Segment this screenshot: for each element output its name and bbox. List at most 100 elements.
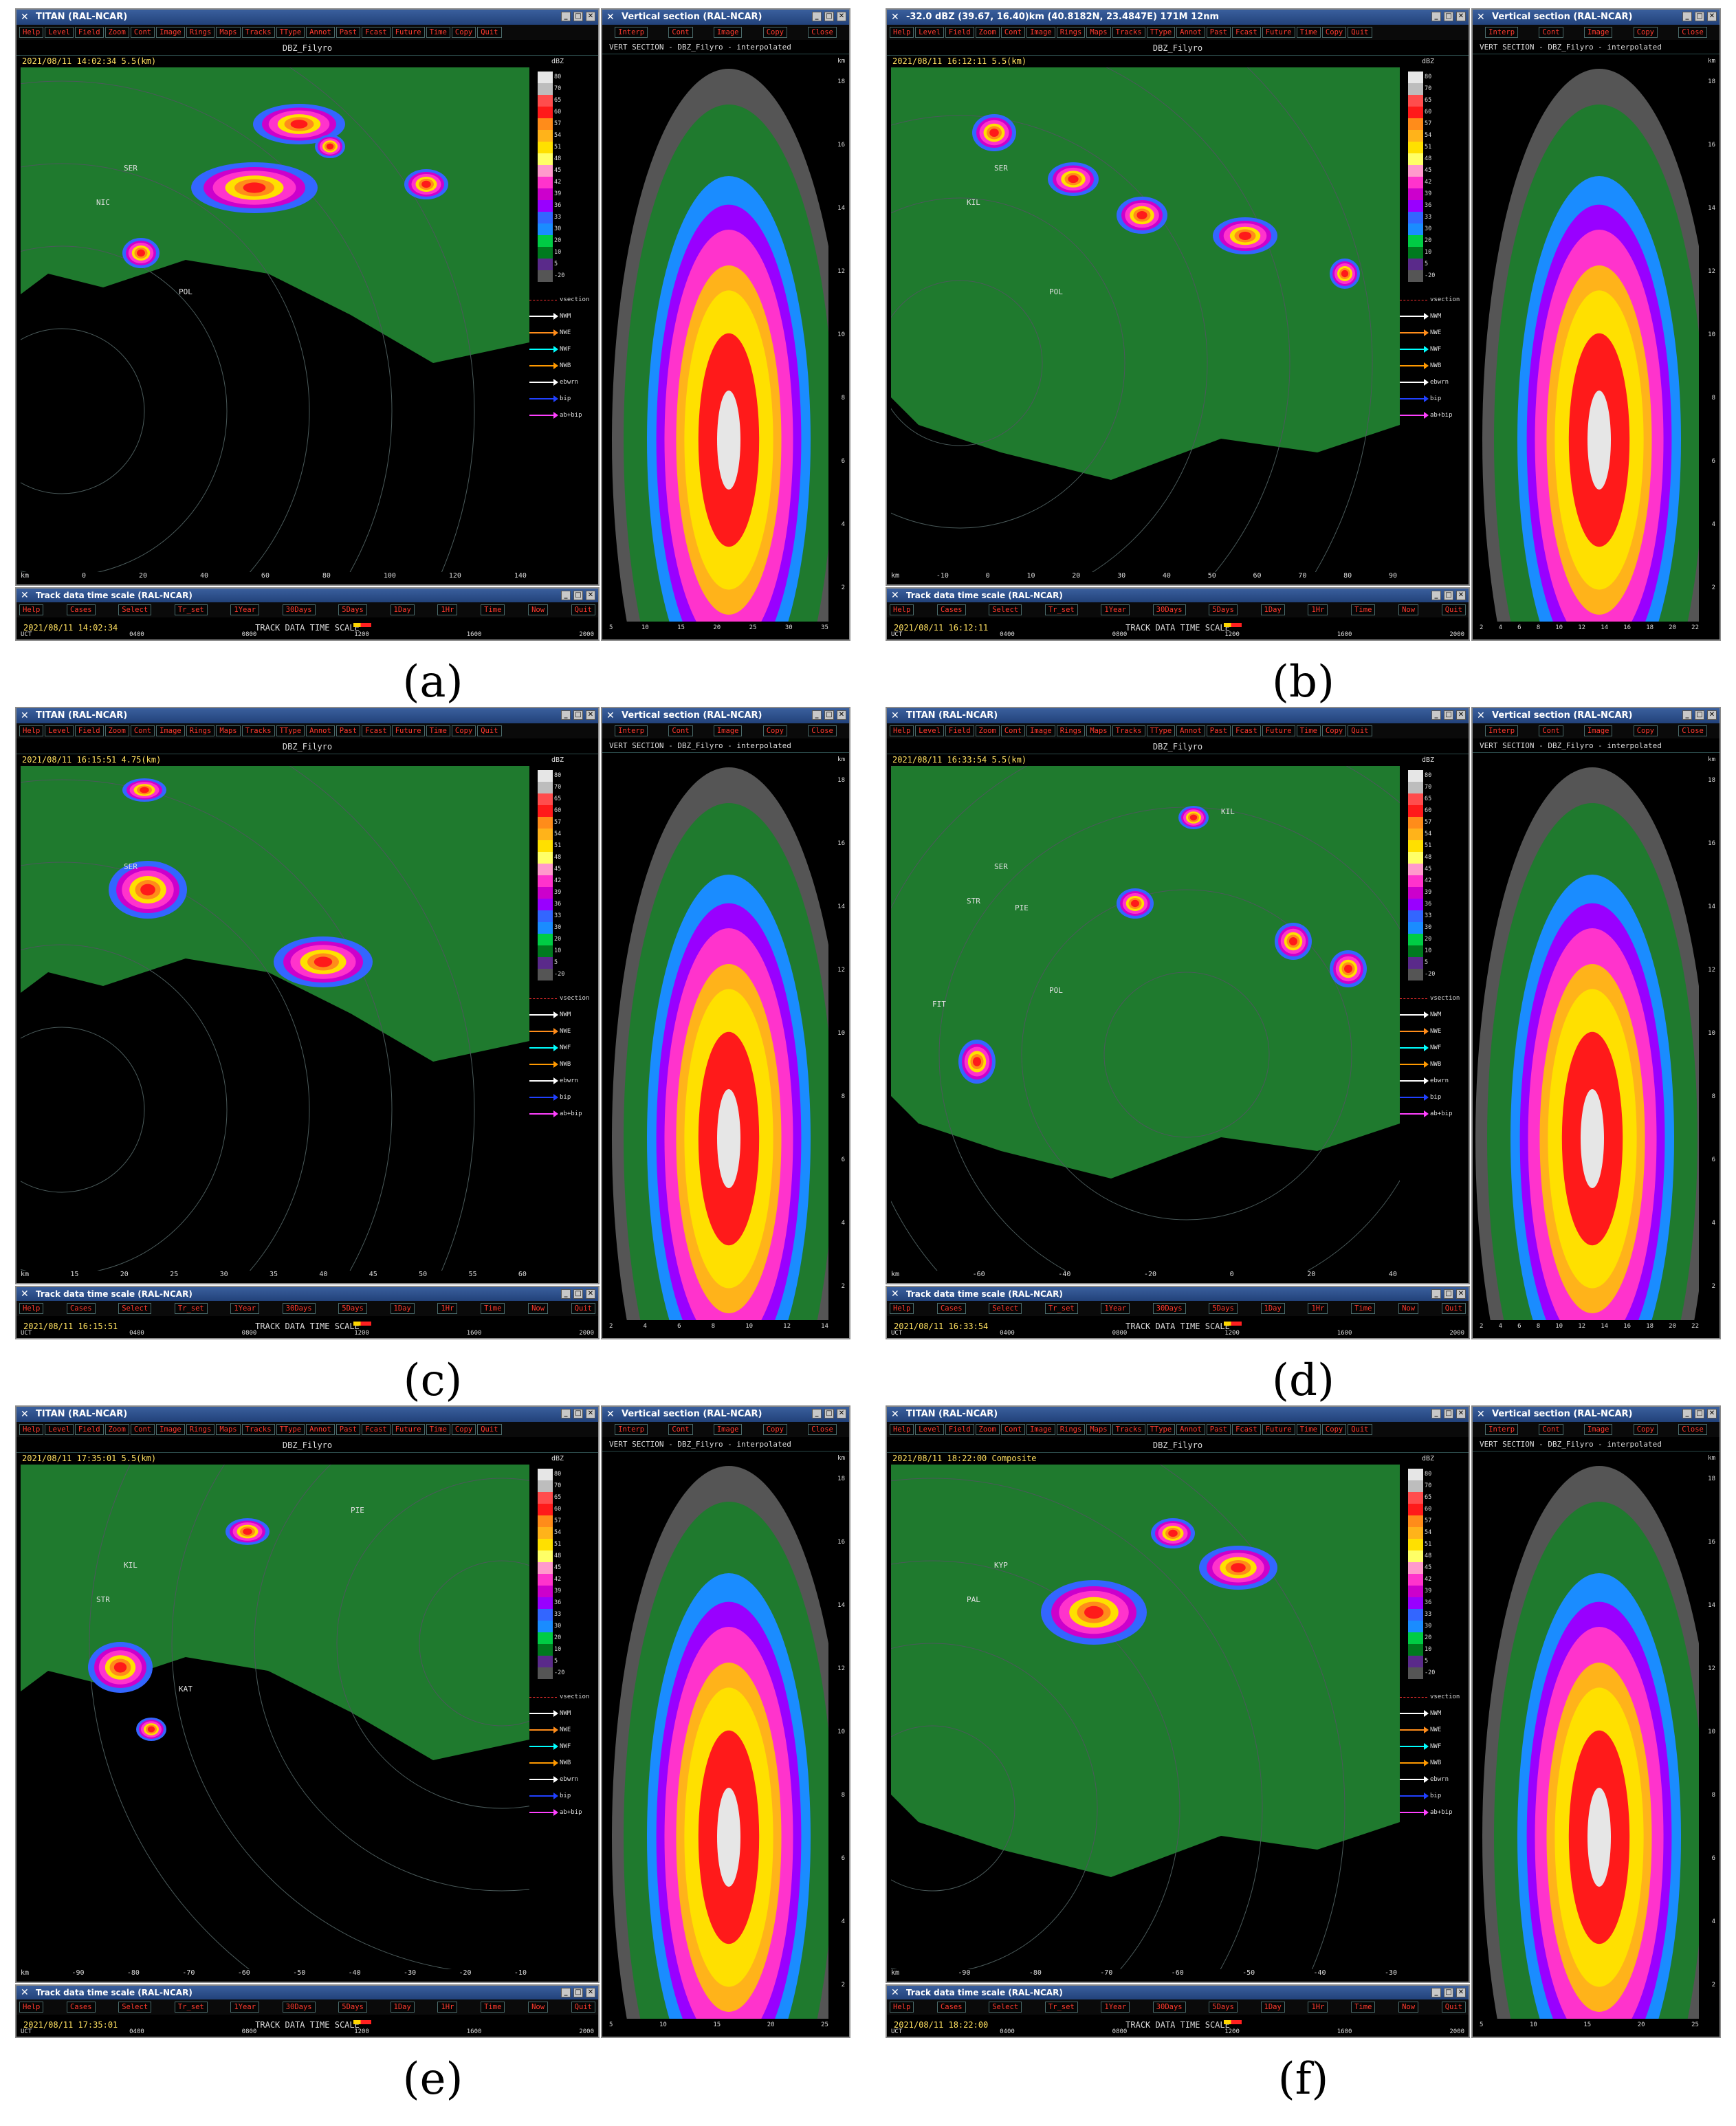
window-titlebar[interactable]: ✕ Vertical section (RAL-NCAR) _ □ ✕ [1473,10,1719,25]
menu-item[interactable]: Quit [571,2002,595,2013]
window-titlebar[interactable]: ✕ Track data time scale (RAL-NCAR) _ □ ✕ [887,589,1469,602]
menu-item[interactable]: Now [528,1303,549,1314]
menu-item[interactable]: Rings [186,725,215,736]
menu-item[interactable]: Field [945,725,974,736]
menu-item[interactable]: Quit [1441,1303,1466,1314]
menu-item[interactable]: TType [1146,725,1176,736]
menu-item[interactable]: Level [915,725,944,736]
menu-item[interactable]: Time [1351,604,1376,615]
menu-item[interactable]: Cont [668,725,693,736]
menu-item[interactable]: Help [890,1424,914,1435]
minimize-button[interactable]: _ [1431,1289,1441,1299]
menu-item[interactable]: 30Days [1152,604,1186,615]
menu-item[interactable]: Image [1026,27,1055,38]
menu-item[interactable]: Level [45,1424,74,1435]
menu-item[interactable]: Copy [762,725,788,736]
menu-item[interactable]: Maps [216,725,241,736]
menu-item[interactable]: Interp [615,1424,648,1435]
menu-item[interactable]: Rings [186,27,215,38]
maximize-button[interactable]: □ [1444,591,1453,600]
menu-item[interactable]: Cont [130,27,155,38]
menu-item[interactable]: Tracks [241,725,275,736]
menu-item[interactable]: 1Year [230,604,260,615]
menu-item[interactable]: Select [989,1303,1022,1314]
menu-item[interactable]: Quit [1348,1424,1372,1435]
menu-item[interactable]: 5Days [338,1303,367,1314]
menu-item[interactable]: 1Year [1101,2002,1130,2013]
maximize-button[interactable]: □ [824,1409,834,1418]
menu-item[interactable]: Image [713,1424,743,1435]
minimize-button[interactable]: _ [1682,12,1692,21]
menu-item[interactable]: Past [1206,27,1231,38]
minimize-button[interactable]: _ [812,1409,822,1418]
menu-item[interactable]: Tracks [1112,27,1145,38]
menu-item[interactable]: Cases [936,2002,966,2013]
menu-item[interactable]: Close [808,1424,837,1435]
menu-item[interactable]: Quit [1348,27,1372,38]
maximize-button[interactable]: □ [824,12,834,21]
minimize-button[interactable]: _ [812,12,822,21]
menu-item[interactable]: Copy [451,27,476,38]
menu-item[interactable]: Cont [1000,27,1026,38]
menu-item[interactable]: Time [1296,27,1321,38]
current-time-marker[interactable] [1224,623,1242,627]
close-button[interactable]: ✕ [1456,1289,1466,1299]
menu-item[interactable]: Help [19,27,44,38]
menu-item[interactable]: Time [426,27,450,38]
menu-item[interactable]: Now [1398,1303,1419,1314]
maximize-button[interactable]: □ [1444,12,1453,21]
menu-item[interactable]: Fcast [1232,27,1261,38]
menu-item[interactable]: Maps [1086,1424,1111,1435]
minimize-button[interactable]: _ [561,1409,571,1418]
close-button[interactable]: ✕ [586,1409,595,1418]
menu-item[interactable]: Cases [66,1303,96,1314]
menu-item[interactable]: Cases [66,604,96,615]
menu-item[interactable]: 1Day [1260,1303,1285,1314]
vertical-section-plot[interactable] [1475,1452,1699,2019]
menu-item[interactable]: Time [481,1303,505,1314]
menu-item[interactable]: Tr_set [1044,604,1078,615]
radar-map[interactable]: KYP PAL [891,1465,1400,1969]
menu-item[interactable]: 5Days [1209,1303,1238,1314]
menu-item[interactable]: Field [74,1424,104,1435]
maximize-button[interactable]: □ [1444,710,1453,720]
menu-item[interactable]: Select [118,604,152,615]
menu-item[interactable]: Copy [1321,1424,1347,1435]
menu-item[interactable]: Tracks [241,1424,275,1435]
menu-item[interactable]: Zoom [105,1424,129,1435]
menu-item[interactable]: Fcast [1232,725,1261,736]
menu-item[interactable]: Image [1026,725,1055,736]
menu-item[interactable]: Interp [1485,725,1519,736]
menu-item[interactable]: 1Year [1101,1303,1130,1314]
menu-item[interactable]: Help [890,27,914,38]
menu-item[interactable]: Maps [216,1424,241,1435]
menu-item[interactable]: Tr_set [174,2002,208,2013]
menu-item[interactable]: Interp [615,725,648,736]
menu-item[interactable]: Cont [1539,1424,1563,1435]
menu-item[interactable]: 1Hr [437,604,458,615]
menu-item[interactable]: 5Days [338,2002,367,2013]
window-titlebar[interactable]: ✕ TITAN (RAL-NCAR) _ □ ✕ [17,708,598,723]
menu-item[interactable]: Future [1262,1424,1295,1435]
menu-item[interactable]: Copy [1321,27,1347,38]
menu-item[interactable]: Time [481,604,505,615]
menu-item[interactable]: Image [1583,27,1613,38]
maximize-button[interactable]: □ [1444,1289,1453,1299]
menu-item[interactable]: Quit [571,1303,595,1314]
menu-item[interactable]: Quit [571,604,595,615]
menu-item[interactable]: Cont [668,1424,693,1435]
menu-item[interactable]: Tr_set [1044,2002,1078,2013]
close-button[interactable]: ✕ [586,1289,595,1299]
menu-item[interactable]: Fcast [362,725,391,736]
close-button[interactable]: ✕ [1456,1409,1466,1418]
maximize-button[interactable]: □ [573,12,583,21]
menu-item[interactable]: Help [890,604,914,615]
menu-item[interactable]: Tracks [241,27,275,38]
menu-item[interactable]: Select [118,2002,152,2013]
current-time-marker[interactable] [1224,1322,1242,1326]
current-time-marker[interactable] [1224,2020,1242,2024]
radar-map[interactable]: SER STR POL KIL PIE FIT [891,766,1400,1271]
window-titlebar[interactable]: ✕ Vertical section (RAL-NCAR) _ □ ✕ [602,10,849,25]
menu-item[interactable]: Help [890,2002,914,2013]
window-titlebar[interactable]: ✕ -32.0 dBZ (39.67, 16.40)km (40.8182N, 2… [887,10,1469,25]
